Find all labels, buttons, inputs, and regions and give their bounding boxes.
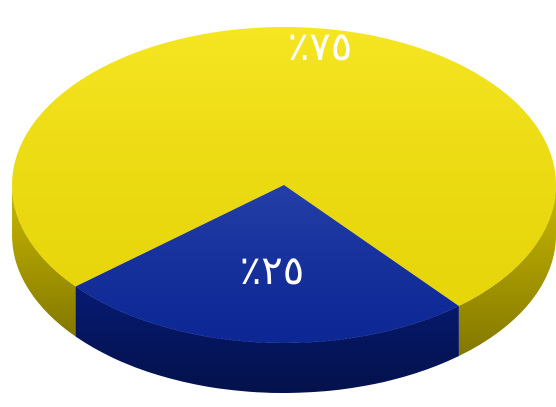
pie-slice-shade-1 — [75, 185, 459, 344]
slice-label-0: ٧٥٪ — [288, 24, 352, 70]
slice-label-1: ٢٥٪ — [240, 248, 304, 294]
pie-slice-shade-0 — [12, 27, 556, 307]
pie-labels: ٧٥٪ ٢٥٪ — [240, 24, 352, 294]
pie-side-shade-0-0 — [12, 187, 76, 337]
pie-side-shade-1-0 — [75, 286, 459, 394]
pie-sides — [12, 185, 556, 394]
pie-side-shade-0-1 — [458, 185, 556, 357]
pie-tops — [12, 27, 556, 344]
